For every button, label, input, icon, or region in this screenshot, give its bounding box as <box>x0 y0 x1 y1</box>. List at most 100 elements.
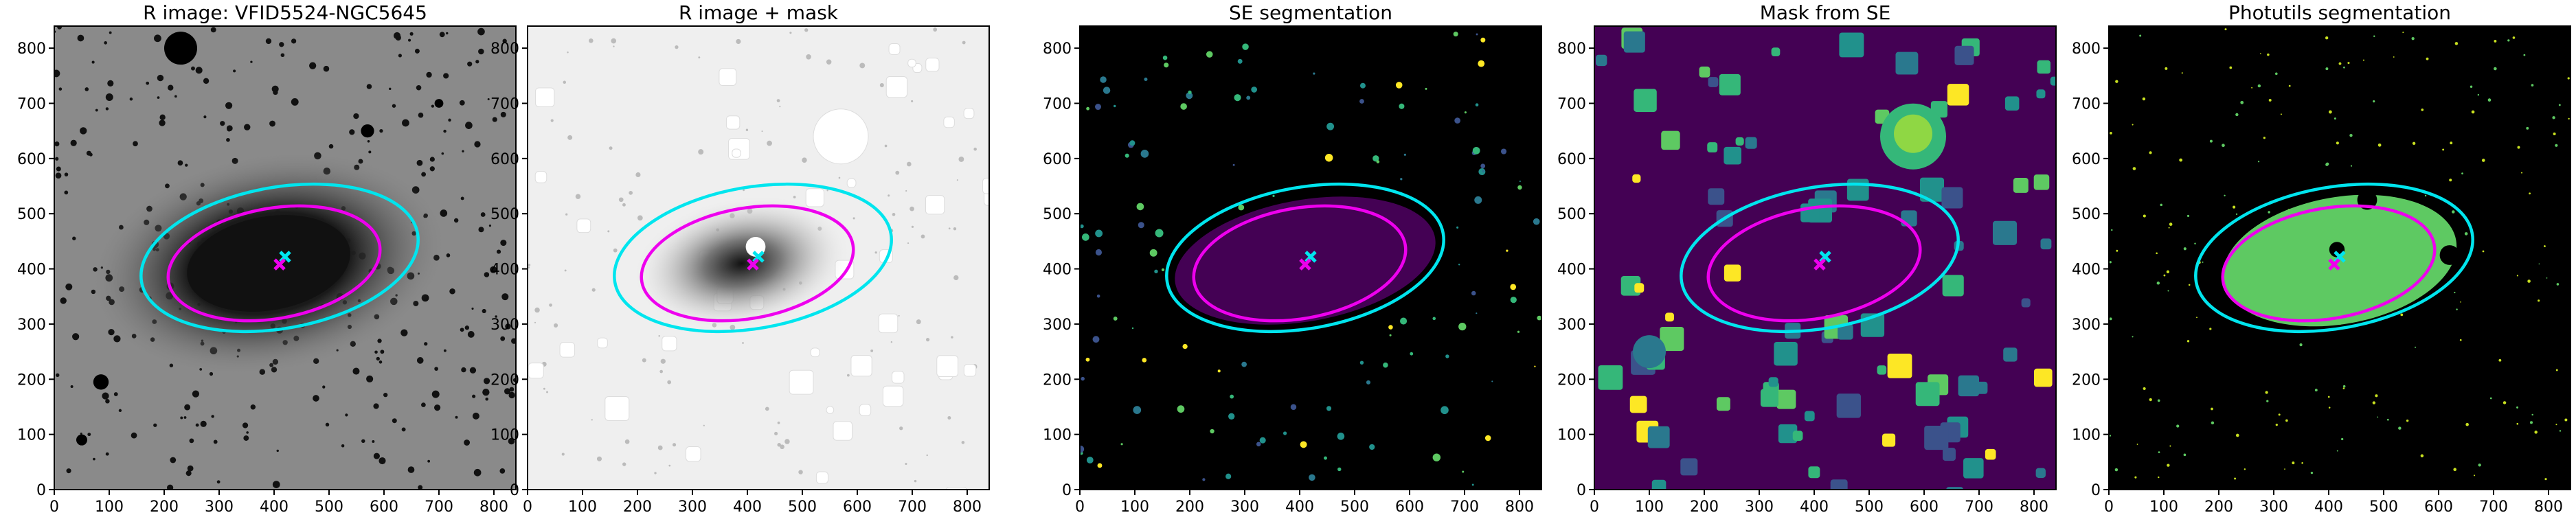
star <box>478 227 484 233</box>
star <box>80 433 82 435</box>
segment <box>1458 264 1460 266</box>
segment <box>1186 92 1193 100</box>
faint-source <box>543 387 545 390</box>
mask-region <box>1634 283 1645 293</box>
segment <box>1454 117 1460 124</box>
faint-source <box>907 242 909 244</box>
star <box>467 331 475 338</box>
y-tick-label: 600 <box>2072 151 2101 168</box>
star <box>449 288 455 295</box>
faint-source <box>575 194 581 199</box>
star <box>86 150 91 156</box>
segment <box>2460 301 2461 303</box>
segment <box>2546 277 2548 279</box>
y-tick-label: 200 <box>2072 371 2101 389</box>
star <box>102 392 109 400</box>
segment <box>2459 339 2462 341</box>
star <box>341 444 345 448</box>
x-tick-label: 400 <box>260 499 289 515</box>
segment <box>1162 55 1168 60</box>
x-tick-label: 0 <box>2104 499 2114 515</box>
faint-source <box>874 251 877 254</box>
star <box>189 438 194 444</box>
segment <box>2442 148 2445 151</box>
mask-patch <box>810 347 820 358</box>
x-tick-label: 800 <box>953 499 982 515</box>
segment <box>2343 66 2345 69</box>
star <box>495 315 497 318</box>
segment <box>1103 87 1111 94</box>
segment <box>2400 313 2404 317</box>
faint-source <box>743 189 745 192</box>
segment <box>1217 369 1221 373</box>
faint-source <box>657 445 663 450</box>
star <box>180 416 183 420</box>
star <box>439 32 445 38</box>
segment <box>1149 249 1157 257</box>
segment <box>2109 261 2112 264</box>
segment <box>1324 456 1327 460</box>
mask-patch <box>725 115 741 130</box>
segment <box>1337 433 1345 440</box>
mask-region <box>1943 448 1956 461</box>
mask-region <box>1647 426 1670 448</box>
star <box>426 71 432 78</box>
star <box>58 87 63 91</box>
segment <box>1533 218 1540 225</box>
y-tick-label: 600 <box>1043 151 1072 168</box>
mask-patch <box>534 87 555 107</box>
star <box>153 423 157 427</box>
segment <box>2452 210 2455 214</box>
mask-region <box>1919 177 1945 202</box>
mask-patch <box>982 177 989 194</box>
mask-patch <box>745 237 766 257</box>
star <box>372 440 375 443</box>
faint-source <box>958 157 964 162</box>
star <box>366 375 374 382</box>
star <box>105 93 113 101</box>
faint-source <box>953 275 959 281</box>
y-tick-label: 0 <box>1577 482 1586 499</box>
mask-region <box>2050 76 2056 86</box>
star <box>464 439 471 446</box>
star <box>118 409 122 413</box>
faint-source <box>667 380 672 385</box>
star <box>461 367 466 373</box>
y-tick-label: 800 <box>490 41 519 58</box>
segment <box>2267 53 2270 56</box>
y-tick-label: 600 <box>1557 151 1586 168</box>
mask-patch <box>859 404 872 416</box>
panel: 0 100 200 300 400 500 600 700 800 0 100 200 300 400 50… <box>2072 1 2571 515</box>
star <box>154 34 161 43</box>
faint-source <box>909 206 914 211</box>
segment <box>2196 317 2197 319</box>
mask-region <box>1724 264 1741 282</box>
star <box>508 437 515 445</box>
star <box>402 119 409 127</box>
star <box>166 484 174 490</box>
faint-source <box>613 248 618 253</box>
y-tick-label: 400 <box>490 262 519 279</box>
segment <box>2567 77 2570 80</box>
segment <box>1242 43 1249 50</box>
mask-region <box>1596 54 1607 67</box>
segment <box>2564 418 2568 422</box>
mask-patch <box>826 406 835 414</box>
mask-region <box>1887 353 1912 378</box>
star <box>512 378 516 382</box>
faint-source <box>550 119 554 122</box>
segment <box>1113 104 1116 108</box>
segment <box>1359 82 1366 89</box>
faint-source <box>675 45 679 49</box>
star <box>265 38 272 45</box>
faint-source <box>905 463 907 466</box>
faint-source <box>895 170 900 175</box>
star <box>54 69 60 78</box>
y-tick-label: 200 <box>17 371 46 389</box>
segment <box>2411 37 2415 41</box>
star <box>77 34 84 42</box>
segment <box>2187 214 2190 218</box>
segment <box>1095 104 1101 111</box>
panel: 0 100 200 300 400 500 600 700 800 0 100 200 300 400 50… <box>1557 1 2057 515</box>
segment <box>2454 42 2459 45</box>
